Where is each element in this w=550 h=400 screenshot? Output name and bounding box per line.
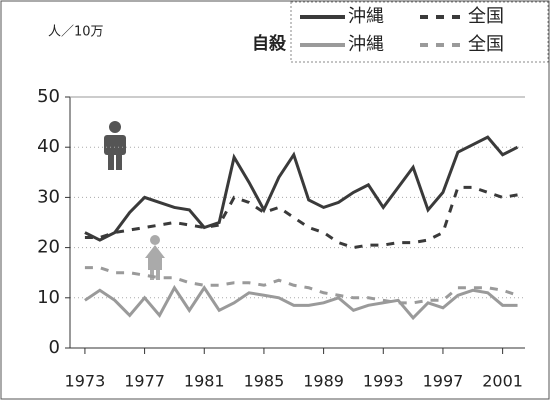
chart-title: 自殺 [252,33,287,54]
y-tick-label: 50 [37,86,60,107]
legend-label: 全国 [468,6,504,27]
x-tick-label: 1997 [423,372,464,391]
series-line [84,135,519,242]
y-tick-label: 40 [37,136,60,157]
legend-label: 沖縄 [348,6,384,27]
series-line [84,266,519,305]
y-tick-label: 30 [37,186,60,207]
x-tick-label: 1985 [244,372,285,391]
series-line [84,284,518,321]
legend-label: 沖縄 [348,34,384,55]
x-tick-label: 1981 [184,372,225,391]
x-tick-label: 1993 [363,372,404,391]
legend-label: 全国 [468,34,504,55]
y-tick-label: 0 [49,337,60,358]
y-tick-label: 20 [37,237,60,258]
series-line [84,185,518,250]
x-tick-label: 1973 [65,372,106,391]
x-tick-label: 1977 [124,372,165,391]
y-axis-label: 人／10万 [48,25,104,40]
x-tick-label: 1989 [303,372,344,391]
y-tick-label: 10 [37,287,60,308]
female-icon [145,235,165,280]
male-icon [104,121,126,170]
legend-box [290,1,549,63]
x-tick-label: 2001 [482,372,523,391]
